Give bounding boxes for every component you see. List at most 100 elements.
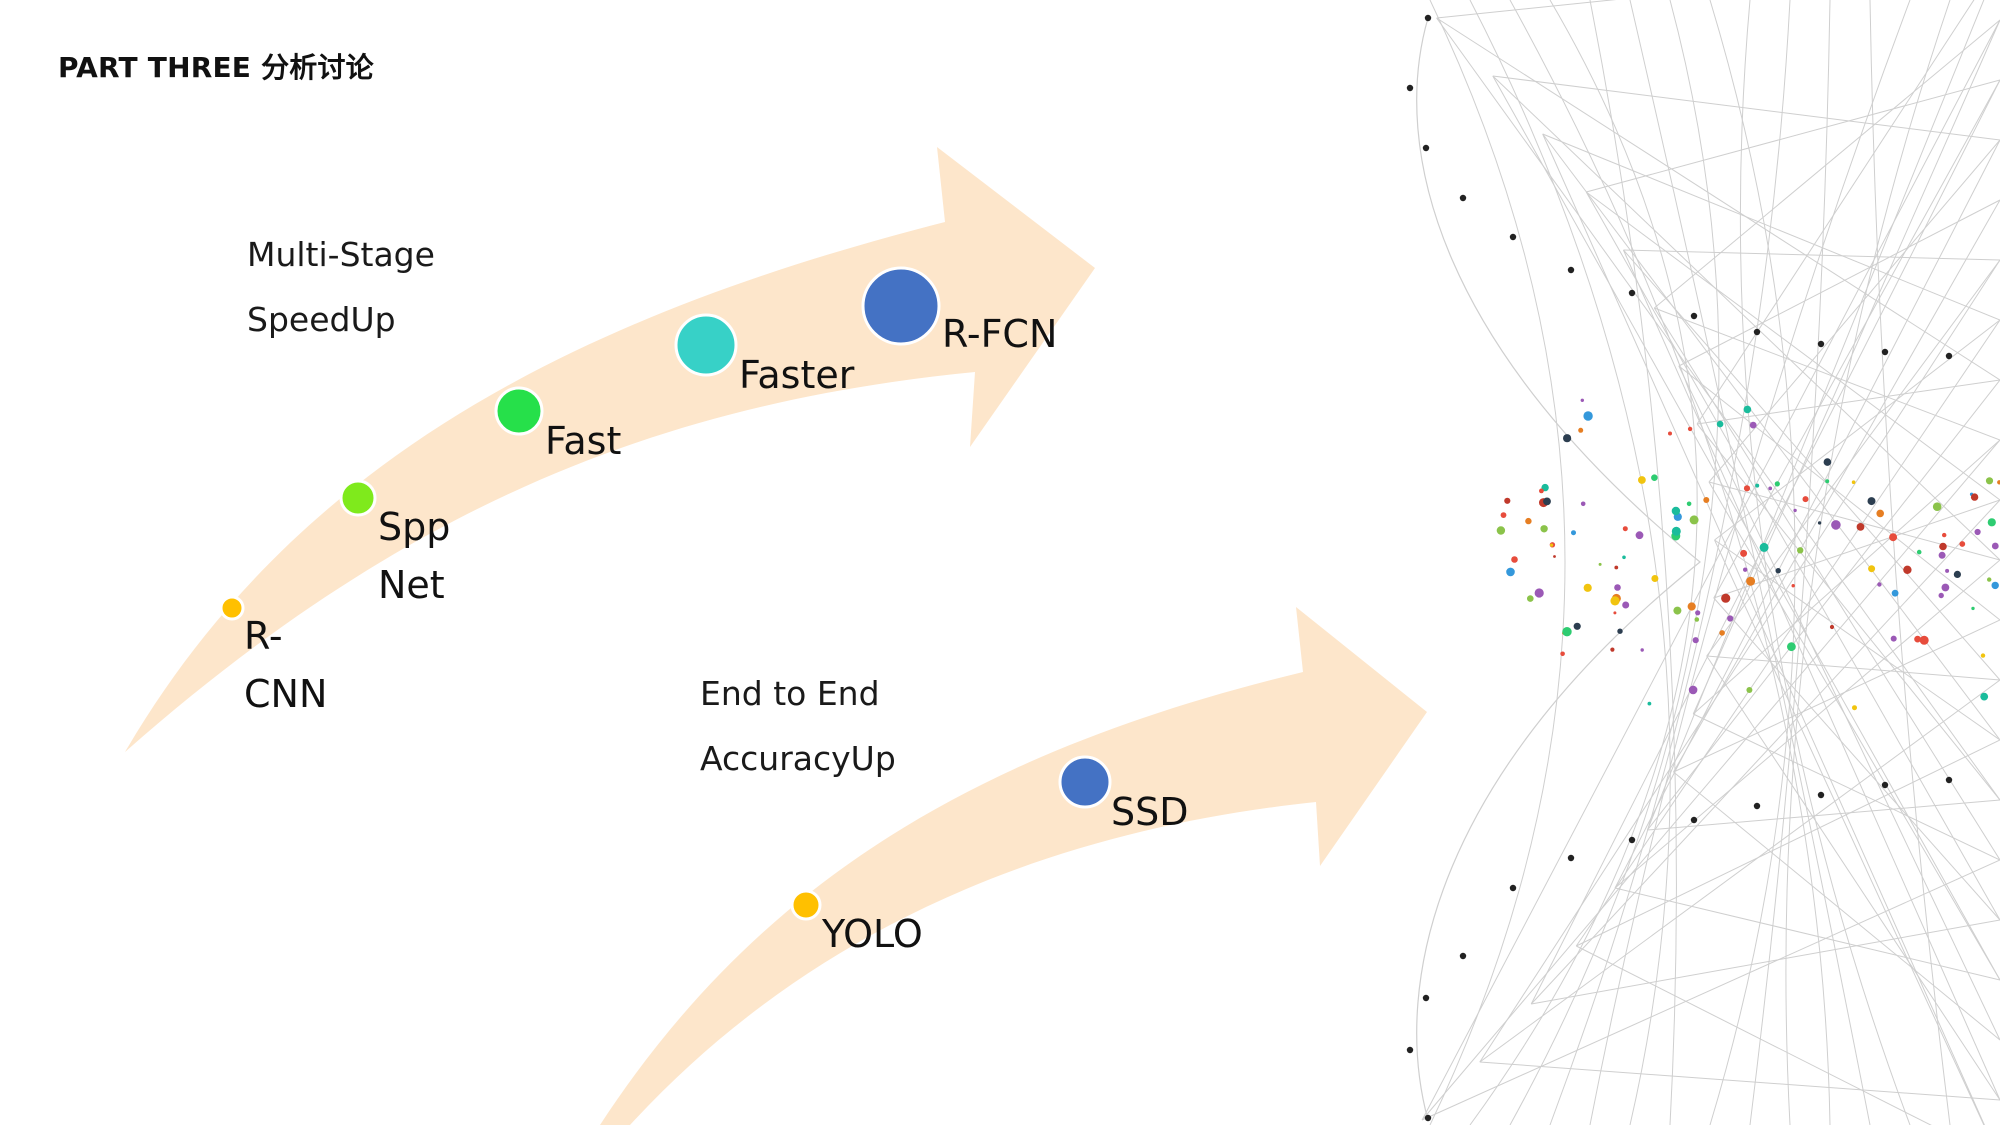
mesh-curve — [1589, 0, 1911, 1125]
mesh-node — [1817, 340, 1825, 348]
mesh-line — [1436, 0, 1617, 19]
mesh-line — [1706, 655, 2000, 681]
mesh-line — [1708, 139, 2000, 483]
scatter-dot — [1959, 541, 1966, 547]
scatter-dot — [1540, 525, 1548, 533]
mesh-boundary — [1416, 17, 1701, 1121]
scatter-dot — [1686, 501, 1692, 507]
scatter-dot — [1671, 526, 1681, 536]
lower-arrow — [600, 607, 1427, 1125]
scatter-dot — [1695, 610, 1701, 616]
scatter-dot — [1583, 411, 1593, 421]
scatter-dot — [1743, 567, 1748, 572]
mesh-line — [1678, 199, 2000, 367]
mesh-node — [1567, 266, 1575, 274]
mesh-line — [1713, 79, 2000, 599]
mesh-curve — [1709, 0, 1796, 1125]
mesh-line — [1530, 499, 2000, 1005]
scatter-dot — [1617, 628, 1623, 634]
faster-label: Faster — [739, 353, 855, 397]
scatter-dot — [1640, 648, 1644, 652]
scatter-dot — [1743, 485, 1751, 492]
mesh-line — [1713, 597, 2000, 921]
scatter-dot — [1985, 477, 1994, 485]
mesh-curve — [1469, 0, 1671, 1125]
scatter-dot — [1787, 642, 1796, 652]
mesh-node — [1690, 312, 1698, 320]
scatter-dot — [1692, 637, 1699, 644]
scatter-dot — [1689, 515, 1699, 525]
scatter-dot — [1560, 651, 1565, 657]
scatter-dot — [1613, 611, 1617, 615]
scatter-dot — [1916, 549, 1922, 555]
mesh-node — [1424, 14, 1432, 22]
mesh-curve — [1509, 0, 1720, 1125]
mesh-curve — [1469, 0, 1698, 1125]
scatter-dot — [1938, 551, 1946, 559]
scatter-dot — [1716, 420, 1724, 428]
mesh-line — [1576, 739, 2000, 947]
mesh-node — [1881, 781, 1889, 789]
scatter-dot — [1746, 687, 1753, 693]
mesh-line — [1585, 191, 2000, 501]
scatter-dot — [1987, 577, 1992, 582]
scatter-dot — [1511, 556, 1518, 563]
scatter-dots-decoration — [1496, 398, 2000, 711]
scatter-dot — [1889, 533, 1898, 542]
scatter-dot — [1622, 601, 1630, 609]
scatter-dot — [1694, 617, 1700, 622]
mesh-line — [1542, 133, 1985, 1125]
mesh-node — [1690, 816, 1698, 824]
scatter-dot — [1749, 421, 1757, 429]
scatter-dot — [1671, 506, 1681, 516]
scatter-dot — [1876, 509, 1884, 518]
mesh-node — [1424, 1114, 1432, 1122]
scatter-dot — [1868, 565, 1876, 573]
mesh-line — [1678, 365, 2000, 1041]
scatter-dot — [1553, 555, 1556, 558]
mesh-line — [1647, 799, 2000, 831]
mesh-node — [1753, 328, 1761, 336]
mesh-curve — [1629, 0, 1871, 1125]
scatter-dot — [1583, 583, 1592, 592]
mesh-node — [1509, 233, 1517, 241]
scatter-dot — [1953, 570, 1961, 579]
mesh-line — [1421, 859, 2000, 1121]
scatter-dot — [1755, 483, 1760, 488]
scatter-dot — [1829, 624, 1835, 630]
mesh-line — [1479, 679, 2000, 1063]
scatter-dot — [1688, 685, 1698, 695]
scatter-dot — [1987, 518, 1996, 527]
mesh-line — [1706, 259, 2000, 657]
rcnn-dot — [219, 595, 245, 621]
scatter-dot — [1506, 567, 1515, 577]
rfcn-label: R-FCN — [942, 312, 1058, 356]
lower-group-line2: AccuracyUp — [700, 739, 896, 778]
network-mesh-decoration — [1406, 0, 2000, 1125]
mesh-node — [1567, 854, 1575, 862]
scatter-dot — [1651, 575, 1659, 582]
mesh-line — [1622, 249, 2000, 1101]
mesh-line — [1692, 19, 2000, 715]
mesh-line — [1654, 307, 2000, 441]
mesh-node — [1628, 836, 1636, 844]
mesh-line — [1479, 259, 2000, 1063]
mesh-node — [1628, 289, 1636, 297]
scatter-dot — [1817, 521, 1822, 525]
scatter-dot — [1614, 565, 1619, 570]
scatter-dot — [1668, 431, 1672, 436]
scatter-dot — [1622, 526, 1628, 532]
scatter-dot — [1525, 517, 1532, 525]
mesh-curve — [1589, 0, 1677, 1125]
mesh-curve — [1509, 0, 1831, 1125]
lower-group-line1: End to End — [700, 674, 880, 713]
mesh-line — [1697, 379, 2000, 425]
mesh-curve — [1749, 0, 1831, 1125]
scatter-dot — [1891, 589, 1899, 597]
mesh-curve — [1429, 0, 1566, 1125]
rcnn-label: R- CNN — [244, 614, 328, 716]
scatter-dot — [1743, 405, 1752, 414]
scatter-dot — [1721, 593, 1731, 603]
mesh-node — [1459, 952, 1467, 960]
